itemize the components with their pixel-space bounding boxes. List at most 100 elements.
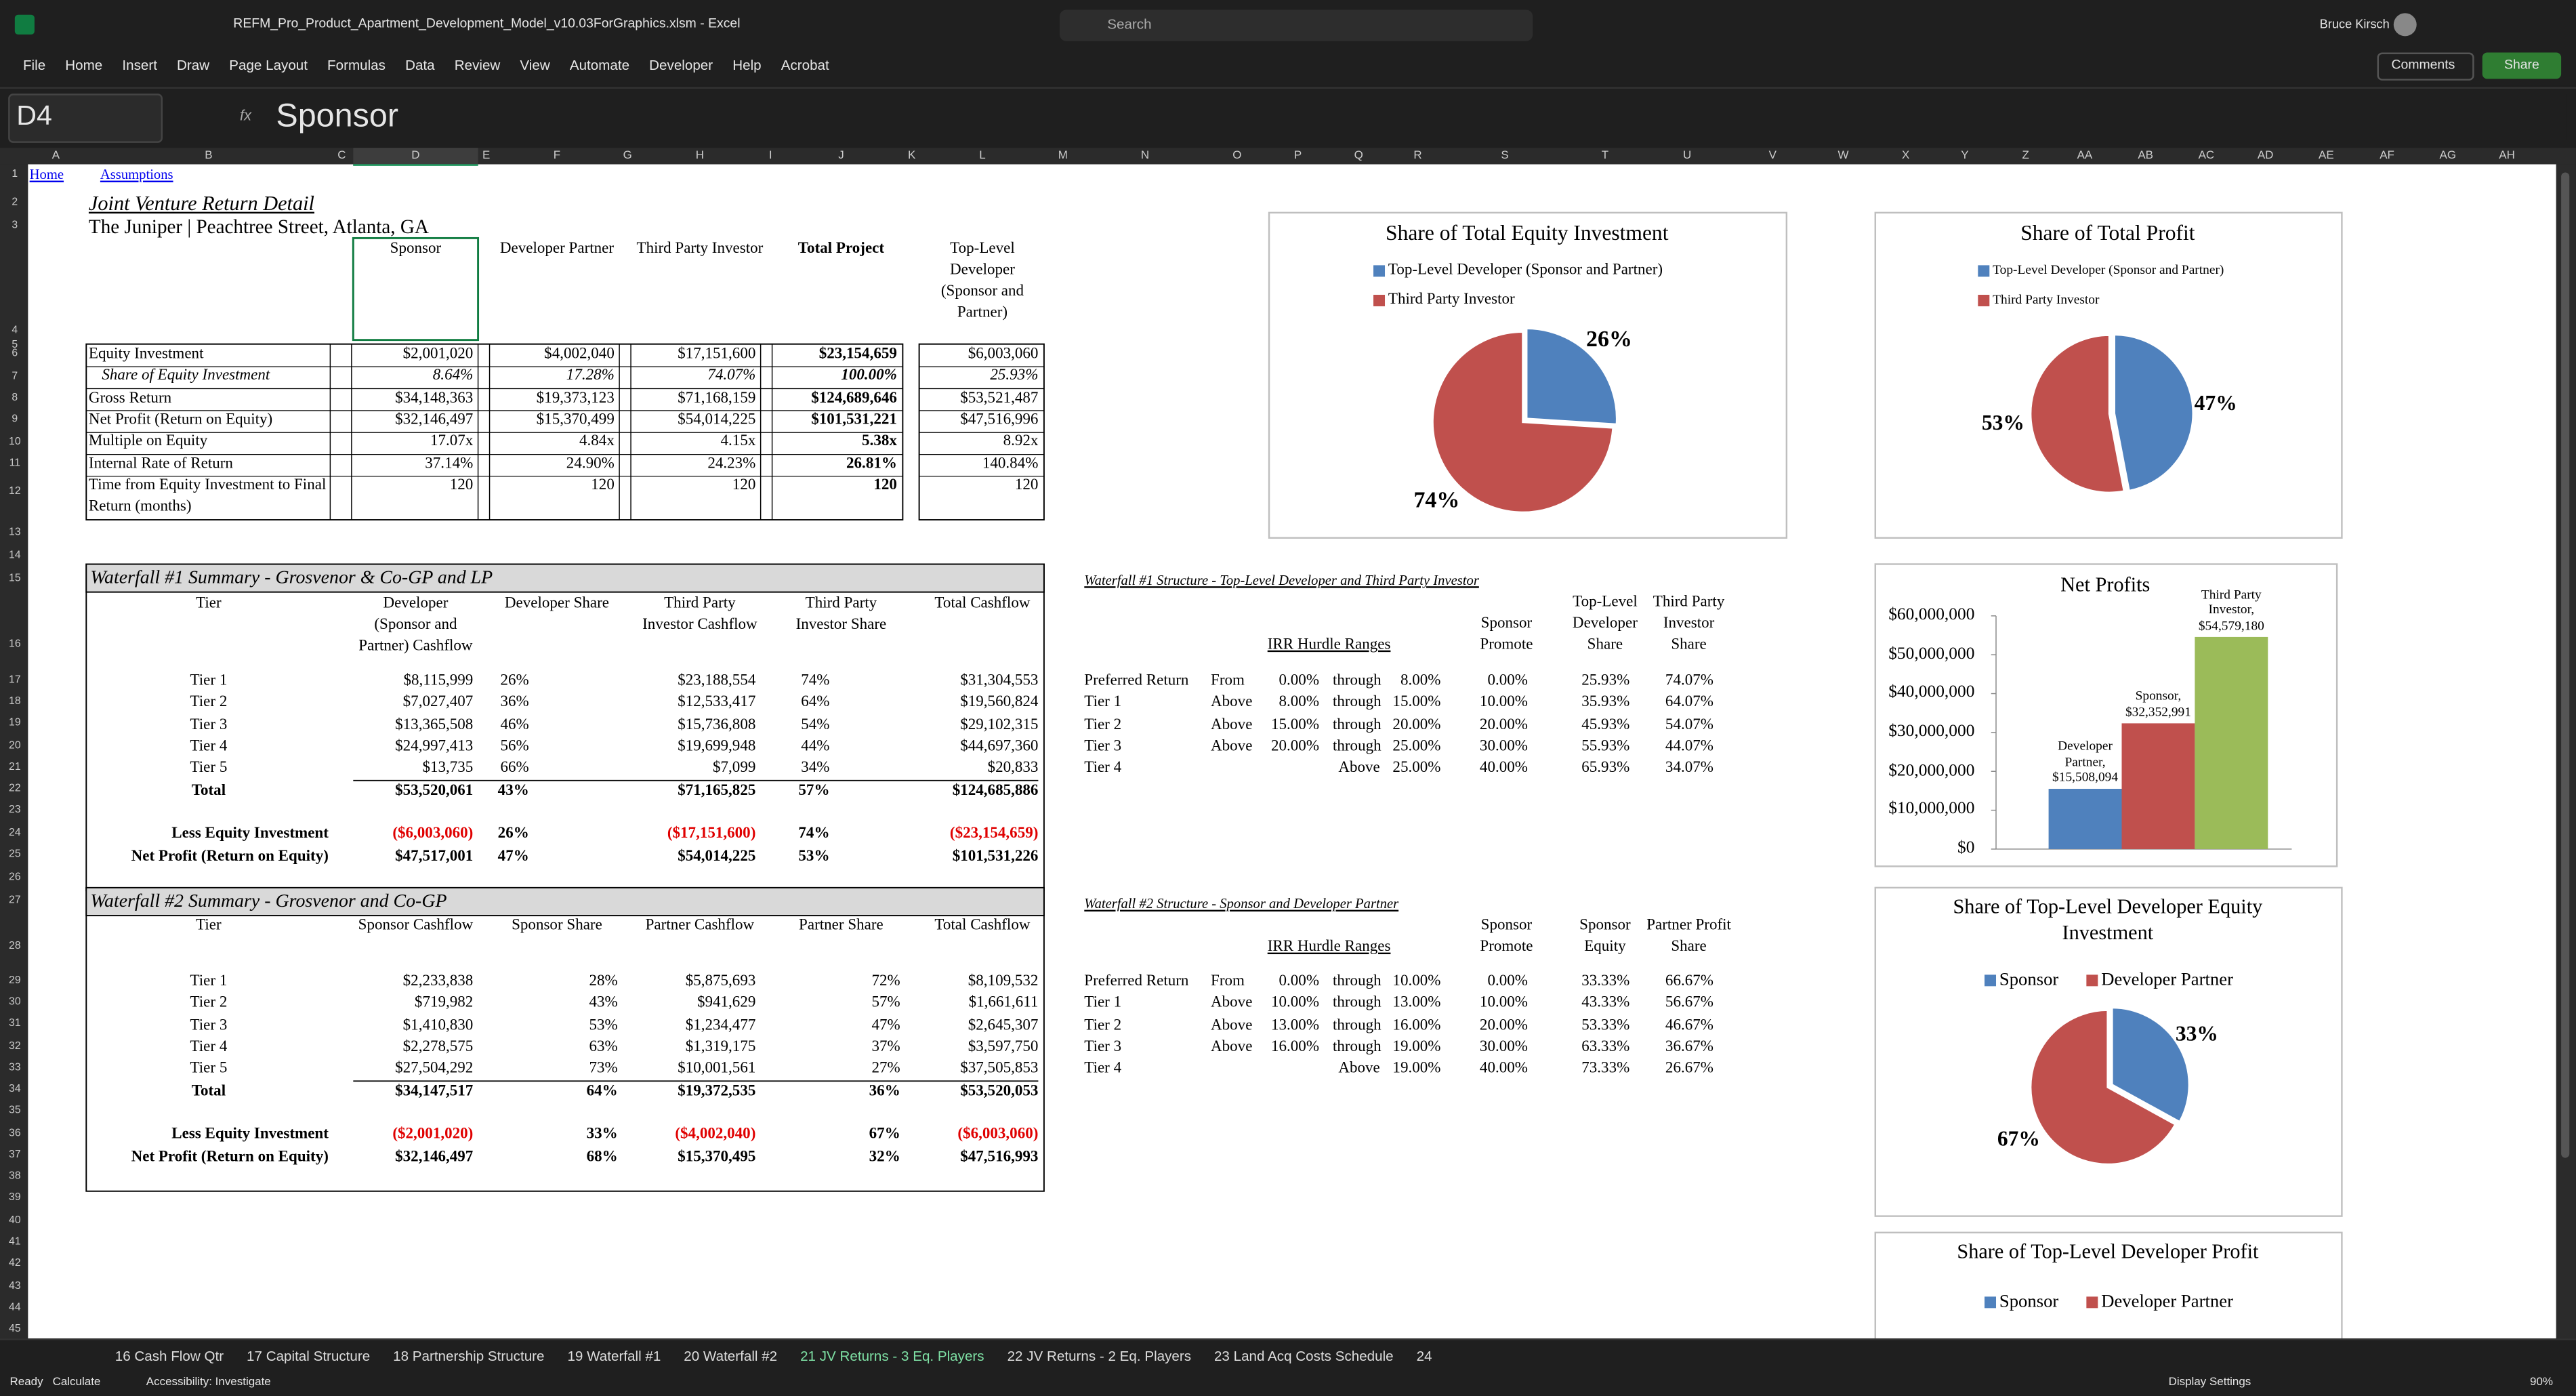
row-header[interactable]: 23 <box>9 804 21 816</box>
column-header[interactable]: D <box>411 150 420 162</box>
ui-box[interactable] <box>2482 52 2562 79</box>
column-header[interactable]: Q <box>1354 150 1363 162</box>
column-header[interactable]: L <box>979 150 986 162</box>
ribbon-tab[interactable]: Automate <box>569 56 630 73</box>
row-header[interactable]: 31 <box>9 1018 21 1029</box>
ribbon-tab[interactable]: Formulas <box>327 56 386 73</box>
vertical-scrollbar[interactable] <box>2556 164 2576 1339</box>
row-header[interactable]: 37 <box>9 1149 21 1161</box>
row-header[interactable]: 42 <box>9 1257 21 1269</box>
column-header[interactable]: C <box>337 150 346 162</box>
row-header[interactable]: 19 <box>9 717 21 729</box>
column-header[interactable]: AG <box>2439 150 2457 162</box>
row-header[interactable]: 41 <box>9 1236 21 1248</box>
ui-box[interactable] <box>353 148 478 166</box>
sheet-tab[interactable]: 16 Cash Flow Qtr <box>115 1347 224 1364</box>
sheet-tab[interactable]: 24 <box>1416 1347 1432 1364</box>
row-header[interactable]: 32 <box>9 1040 21 1052</box>
column-header[interactable]: J <box>838 150 844 162</box>
ribbon-tab[interactable]: Review <box>454 56 501 73</box>
column-header[interactable]: AE <box>2319 150 2334 162</box>
column-header[interactable]: P <box>1293 150 1302 162</box>
column-header[interactable]: S <box>1501 150 1509 162</box>
comments-button[interactable]: Comments <box>2391 57 2455 73</box>
row-header[interactable]: 6 <box>12 348 18 360</box>
ribbon-tab[interactable]: Draw <box>177 56 210 73</box>
row-header[interactable]: 40 <box>9 1214 21 1227</box>
fx-button[interactable]: fx <box>240 106 252 124</box>
row-header[interactable]: 35 <box>9 1105 21 1117</box>
row-header[interactable]: 9 <box>12 413 18 426</box>
hyperlink[interactable]: Assumptions <box>100 165 173 183</box>
row-header[interactable]: 43 <box>9 1280 21 1292</box>
row-header[interactable]: 29 <box>9 975 21 987</box>
sheet-tab[interactable]: 18 Partnership Structure <box>393 1347 545 1364</box>
column-header[interactable]: AA <box>2077 150 2093 162</box>
column-header[interactable]: R <box>1413 150 1422 162</box>
search-box[interactable] <box>1059 9 1533 41</box>
ribbon-tab[interactable]: Help <box>732 56 762 73</box>
sheet-tab[interactable]: 23 Land Acq Costs Schedule <box>1213 1347 1394 1364</box>
sheet-tab[interactable]: 20 Waterfall #2 <box>684 1347 778 1364</box>
sheet-tab[interactable]: 21 JV Returns - 3 Eq. Players <box>800 1347 984 1364</box>
row-header[interactable]: 3 <box>12 220 18 232</box>
row-header[interactable]: 27 <box>9 895 21 907</box>
column-header[interactable]: Y <box>1961 150 1969 162</box>
hyperlink[interactable]: Home <box>29 165 64 183</box>
status-accessibility[interactable]: Accessibility: Investigate <box>146 1376 271 1389</box>
ribbon-tab[interactable]: View <box>520 56 550 73</box>
avatar[interactable] <box>2393 13 2417 37</box>
scroll-thumb[interactable] <box>2561 172 2570 1158</box>
display-settings[interactable]: Display Settings <box>2168 1376 2251 1389</box>
row-header[interactable]: 24 <box>9 827 21 839</box>
column-header[interactable]: E <box>482 150 491 162</box>
row-header[interactable]: 14 <box>9 550 21 562</box>
status-calculate[interactable]: Calculate <box>52 1376 101 1389</box>
column-header[interactable]: I <box>768 150 772 162</box>
ribbon-tab[interactable]: Home <box>65 56 103 73</box>
column-header[interactable]: G <box>623 150 632 162</box>
row-header[interactable]: 5 <box>12 340 18 352</box>
row-header[interactable]: 28 <box>9 941 21 953</box>
ribbon-tab[interactable]: Developer <box>649 56 713 73</box>
formula-input[interactable] <box>266 94 2567 140</box>
column-header[interactable]: Z <box>2022 150 2029 162</box>
row-header[interactable]: 34 <box>9 1083 21 1095</box>
row-header[interactable]: 36 <box>9 1128 21 1140</box>
column-header[interactable]: U <box>1683 150 1692 162</box>
column-header[interactable]: T <box>1601 150 1609 162</box>
row-header[interactable]: 25 <box>9 848 21 861</box>
ribbon-tab[interactable]: Page Layout <box>229 56 308 73</box>
ribbon-tab[interactable]: Insert <box>122 56 157 73</box>
row-header[interactable]: 33 <box>9 1062 21 1074</box>
column-header[interactable]: AH <box>2499 150 2515 162</box>
ribbon-tab[interactable]: Acrobat <box>781 56 829 73</box>
column-header[interactable]: W <box>1837 150 1849 162</box>
row-header[interactable]: 45 <box>9 1323 21 1335</box>
ribbon-tab[interactable]: File <box>22 56 46 73</box>
row-header[interactable]: 13 <box>9 527 21 539</box>
row-header[interactable]: 16 <box>9 638 21 651</box>
column-header[interactable]: K <box>908 150 916 162</box>
column-header[interactable]: AB <box>2138 150 2153 162</box>
ribbon-tab[interactable]: Data <box>405 56 435 73</box>
name-box[interactable] <box>8 94 163 143</box>
row-header[interactable]: 18 <box>9 696 21 707</box>
ui-box[interactable] <box>2377 52 2474 81</box>
row-header[interactable]: 44 <box>9 1302 21 1314</box>
column-header[interactable]: O <box>1232 150 1242 162</box>
row-header[interactable]: 7 <box>12 371 18 383</box>
column-header[interactable]: F <box>553 150 561 162</box>
row-header[interactable]: 21 <box>9 761 21 773</box>
row-header[interactable]: 38 <box>9 1170 21 1183</box>
column-header[interactable]: AD <box>2257 150 2274 162</box>
row-header[interactable]: 30 <box>9 996 21 1008</box>
column-header[interactable]: M <box>1058 150 1068 162</box>
row-header[interactable]: 1 <box>12 169 18 181</box>
share-button[interactable]: Share <box>2504 57 2539 73</box>
row-header[interactable]: 17 <box>9 674 21 686</box>
column-header[interactable]: AC <box>2198 150 2215 162</box>
row-header[interactable]: 10 <box>9 436 21 449</box>
row-header[interactable]: 12 <box>9 485 21 497</box>
column-header[interactable]: A <box>51 150 60 162</box>
